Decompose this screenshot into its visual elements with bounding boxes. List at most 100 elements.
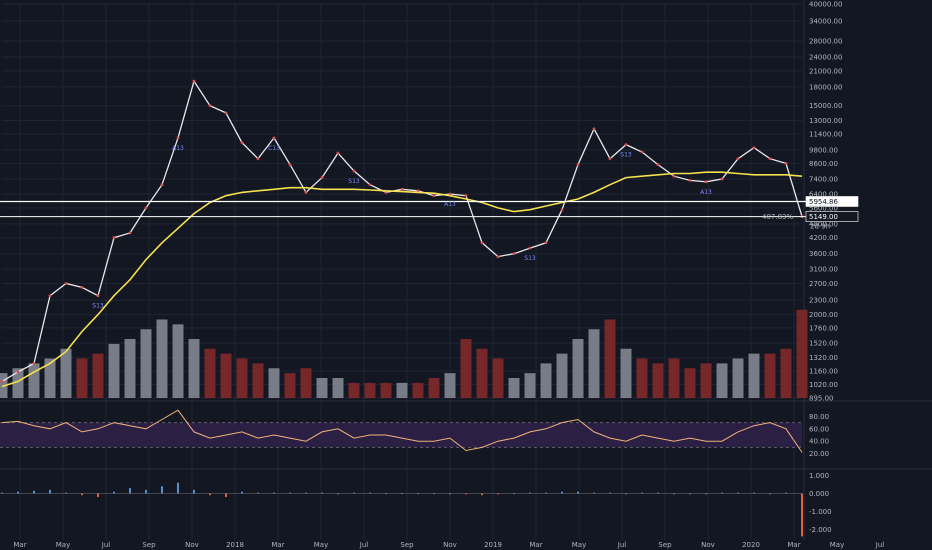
price-point	[784, 161, 788, 165]
macd-bar	[625, 493, 627, 495]
price-point	[0, 380, 4, 383]
volume-bar	[524, 373, 536, 398]
macd-bar	[337, 493, 339, 495]
volume-bar	[540, 363, 552, 398]
x-tick-label: Nov	[701, 541, 715, 549]
volume-bar	[108, 343, 120, 398]
volume-bar	[204, 348, 216, 398]
macd-bar	[769, 493, 771, 495]
price-point	[512, 252, 516, 256]
macd-bar	[689, 493, 691, 495]
macd-bar	[401, 493, 403, 494]
macd-bar	[481, 493, 483, 496]
y-tick-label: 6400.00	[809, 191, 838, 199]
price-point	[96, 294, 100, 298]
x-tick-label: 2020	[742, 541, 760, 549]
y-tick-label: 1760.00	[809, 324, 838, 332]
y-tick-label: 13000.00	[809, 117, 842, 125]
price-point	[400, 187, 404, 191]
macd-bar	[289, 492, 291, 494]
macd-bar	[49, 489, 51, 494]
price-point	[368, 183, 372, 187]
x-tick-label: May	[830, 541, 844, 549]
rsi-band	[0, 422, 802, 448]
price-tag	[805, 211, 859, 222]
y-tick-label: 1160.00	[809, 368, 838, 376]
rsi-tick-label: 80.00	[809, 413, 829, 421]
macd-bar	[161, 486, 163, 494]
y-tick-label: 895.00	[809, 395, 834, 403]
rsi-line	[1, 409, 803, 453]
macd-bar	[81, 493, 83, 496]
volume-bar	[348, 382, 360, 398]
volume-bar	[156, 319, 168, 398]
price-point	[256, 157, 260, 161]
volume-bar	[332, 378, 344, 398]
x-tick-label: 2019	[484, 541, 502, 549]
price-point	[272, 136, 276, 140]
volume-bar	[652, 363, 664, 398]
price-point	[560, 208, 564, 212]
volume-bar	[44, 358, 56, 398]
price-point	[736, 157, 740, 161]
price-point	[432, 194, 436, 198]
y-tick-label: 1020.00	[809, 381, 838, 389]
macd-bar	[545, 492, 547, 494]
x-tick-label: Sep	[142, 541, 156, 549]
price-point	[32, 361, 36, 365]
price-tag-label: 5149.00	[809, 213, 838, 221]
macd-bar	[529, 492, 531, 494]
macd-bar	[65, 492, 67, 494]
price-point	[544, 241, 548, 245]
price-point	[656, 163, 660, 166]
y-tick-label: 2700.00	[809, 280, 838, 288]
volume-bar	[300, 368, 312, 398]
volume-bar	[428, 378, 440, 398]
moving-average-line	[1, 171, 803, 388]
macd-bar	[241, 491, 243, 494]
y-tick-label: 2000.00	[809, 311, 838, 319]
y-tick-label: 8600.00	[809, 160, 838, 168]
macd-bar	[737, 492, 739, 494]
macd-bar	[801, 493, 803, 537]
x-tick-label: Nov	[185, 541, 199, 549]
price-point	[288, 163, 292, 166]
y-tick-label: 9800.00	[809, 146, 838, 154]
volume-bar	[236, 358, 248, 398]
y-tick-label: 5600.00	[809, 204, 838, 212]
price-point	[688, 178, 692, 182]
macd-bar	[577, 491, 579, 494]
y-tick-label: 40000.00	[809, 1, 842, 9]
macd-bar	[1, 492, 3, 494]
y-tick-label: 3100.00	[809, 266, 838, 274]
y-tick-label: 34000.00	[809, 17, 842, 25]
sequential-count-label: A13	[700, 189, 712, 196]
price-point	[208, 104, 212, 108]
price-point	[304, 191, 308, 194]
price-point	[64, 282, 68, 285]
y-tick-label: 7400.00	[809, 175, 838, 183]
volume-bar	[76, 358, 88, 398]
volume-bar	[12, 368, 24, 398]
macd-bar	[705, 493, 707, 495]
price-point	[528, 246, 532, 250]
x-tick-label: Jul	[875, 541, 885, 549]
price-point	[48, 294, 52, 298]
macd-tick-label: -2.000	[809, 526, 832, 534]
y-tick-label: 3600.00	[809, 250, 838, 258]
y-tick-label: 21000.00	[809, 67, 842, 75]
volume-bar	[620, 348, 632, 398]
volume-bar	[588, 329, 600, 398]
price-point	[416, 189, 420, 193]
price-point	[576, 163, 580, 166]
volume-bar	[492, 358, 504, 398]
price-point	[640, 150, 644, 154]
macd-bar	[177, 482, 179, 494]
macd-tick-label: 1.000	[809, 472, 829, 480]
macd-bar	[657, 492, 659, 494]
volume-bar	[476, 348, 488, 398]
y-axis-labels: 40000.00 34000.00 28000.00 24000.00 21000.00…	[809, 1, 842, 534]
price-point	[352, 169, 356, 173]
macd-bar	[97, 493, 99, 498]
